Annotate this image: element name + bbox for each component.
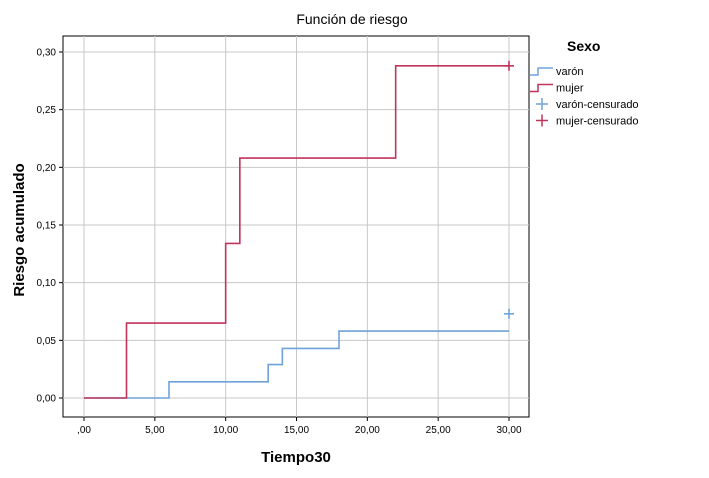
y-tick-label: 0,30 bbox=[37, 48, 57, 59]
legend-label: mujer-censurado bbox=[556, 116, 639, 128]
censor-marker-mujer-censurado bbox=[504, 60, 514, 71]
x-tick-label: 20,00 bbox=[355, 425, 380, 436]
legend-swatch bbox=[530, 67, 553, 76]
censor-markers bbox=[504, 60, 514, 319]
legend-label: varón-censurado bbox=[556, 99, 639, 111]
y-tick-label: 0,05 bbox=[37, 336, 57, 347]
x-tick-label: 25,00 bbox=[426, 425, 451, 436]
x-tick-label: 15,00 bbox=[284, 425, 309, 436]
y-tick-label: 0,15 bbox=[37, 221, 57, 232]
y-axis-ticks: 0,00 0,05 0,10 0,15 0,20 0,25 0,30 bbox=[37, 48, 63, 405]
x-axis-label: Tiempo30 bbox=[261, 449, 331, 466]
y-tick-label: 0,20 bbox=[37, 163, 57, 174]
legend-title: Sexo bbox=[567, 38, 600, 54]
legend-item: mujer-censurado bbox=[536, 114, 639, 128]
legend-swatch bbox=[530, 83, 553, 93]
series-lines bbox=[84, 65, 509, 399]
legend-label: mujer bbox=[556, 83, 584, 95]
legend-swatch bbox=[536, 114, 548, 127]
x-tick-label: ,00 bbox=[77, 425, 91, 436]
series-line-mujer bbox=[84, 65, 509, 399]
legend-item: mujer bbox=[530, 83, 584, 95]
series-line-varón bbox=[84, 330, 509, 399]
legend-label: varón bbox=[556, 66, 584, 78]
y-axis-label: Riesgo acumulado bbox=[11, 163, 28, 296]
x-axis-ticks: ,00 5,00 10,00 15,00 20,00 25,00 30,00 bbox=[77, 417, 522, 436]
chart-title: Función de riesgo bbox=[296, 11, 408, 27]
legend-swatch bbox=[536, 98, 548, 110]
x-tick-label: 10,00 bbox=[213, 425, 238, 436]
legend-item: varón bbox=[530, 66, 584, 78]
y-tick-label: 0,10 bbox=[37, 278, 57, 289]
y-tick-label: 0,25 bbox=[37, 105, 57, 116]
y-gridlines bbox=[63, 51, 529, 399]
legend: Sexo varón mujer varón-censurado mujer-cens… bbox=[530, 38, 639, 128]
x-tick-label: 30,00 bbox=[496, 425, 521, 436]
x-gridlines bbox=[83, 36, 510, 417]
legend-item: varón-censurado bbox=[536, 98, 639, 111]
y-tick-label: 0,00 bbox=[37, 394, 57, 405]
x-tick-label: 5,00 bbox=[145, 425, 165, 436]
censor-marker-varón-censurado bbox=[504, 308, 514, 319]
